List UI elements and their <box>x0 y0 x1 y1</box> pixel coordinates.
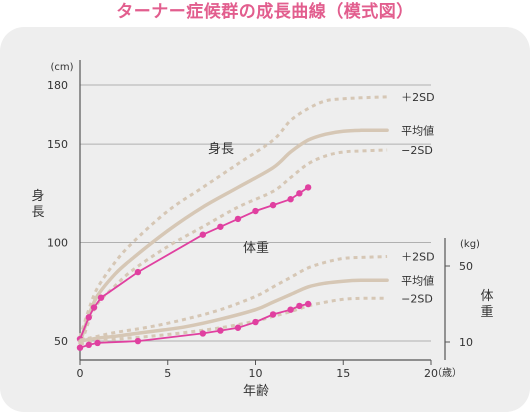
height-axis-unit: (cm) <box>50 62 73 73</box>
height-axis-label-char-0: 身 <box>31 188 44 204</box>
weight-patient-point-4 <box>199 330 207 337</box>
height-tick-label-180: 180 <box>47 79 68 92</box>
height-patient-point-8 <box>252 207 259 215</box>
weight-curve-label-1: 平均値 <box>401 274 434 287</box>
height-curve-2 <box>78 148 388 350</box>
weight-tick-label-50: 50 <box>459 260 473 273</box>
height-patient-point-10 <box>287 196 294 203</box>
weight-patient-point-1 <box>85 341 92 349</box>
x-tick-label-10: 10 <box>249 367 263 380</box>
x-axis-unit: （歳） <box>432 367 462 379</box>
x-tick-label-0: 0 <box>77 367 84 380</box>
weight-patient-point-8 <box>269 311 277 318</box>
height-patient-point-4 <box>134 268 142 276</box>
weight-curve-label-2: −2SD <box>401 292 433 305</box>
weight-curve-label-0: ＋2SD <box>401 251 434 264</box>
weight-curve-2 <box>79 296 388 346</box>
height-group-label: 身長 <box>208 141 234 157</box>
weight-patient-point-9 <box>287 306 294 313</box>
chart-title: ターナー症候群の成長曲線（模式図） <box>116 2 414 22</box>
height-patient-point-2 <box>90 304 98 311</box>
height-patient-point-6 <box>217 223 224 230</box>
height-patient-point-5 <box>199 231 207 238</box>
height-tick-label-100: 100 <box>47 237 68 250</box>
x-axis-label: 年齢 <box>243 384 269 399</box>
x-tick-label-15: 15 <box>336 367 350 380</box>
weight-patient-point-0 <box>76 344 84 351</box>
weight-axis-label-char-1: 重 <box>480 304 493 320</box>
height-curve-label-0: ＋2SD <box>401 91 434 104</box>
weight-group-label: 体重 <box>243 240 269 256</box>
weight-patient-point-7 <box>252 318 259 326</box>
weight-curve-0 <box>79 255 388 342</box>
weight-patient-point-2 <box>94 339 101 347</box>
weight-patient-point-6 <box>234 324 242 331</box>
weight-patient-point-5 <box>217 327 224 334</box>
x-tick-label-20: 20 <box>424 367 438 380</box>
height-curve-label-1: 平均値 <box>401 124 434 137</box>
weight-tick-label-10: 10 <box>459 336 473 349</box>
height-patient-point-7 <box>234 215 242 223</box>
height-curve-label-2: −2SD <box>401 144 433 157</box>
weight-axis-unit: (kg) <box>460 239 480 250</box>
height-axis-label-char-1: 長 <box>31 205 44 220</box>
height-curve-0 <box>78 95 388 338</box>
height-tick-label-150: 150 <box>47 138 68 151</box>
height-tick-label-50: 50 <box>54 335 68 348</box>
weight-curve-1 <box>78 278 389 343</box>
height-curve-1 <box>78 128 389 345</box>
x-tick-label-5: 5 <box>164 367 171 380</box>
height-patient-point-1 <box>85 314 92 321</box>
height-patient-point-9 <box>269 201 277 209</box>
height-patient-point-3 <box>97 294 105 301</box>
weight-patient-point-11 <box>304 300 312 308</box>
weight-patient-point-3 <box>134 337 142 345</box>
weight-axis-label-char-0: 体 <box>480 289 493 304</box>
height-patient-point-12 <box>304 184 312 191</box>
weight-patient-point-10 <box>296 302 303 310</box>
height-patient-point-11 <box>296 190 303 197</box>
